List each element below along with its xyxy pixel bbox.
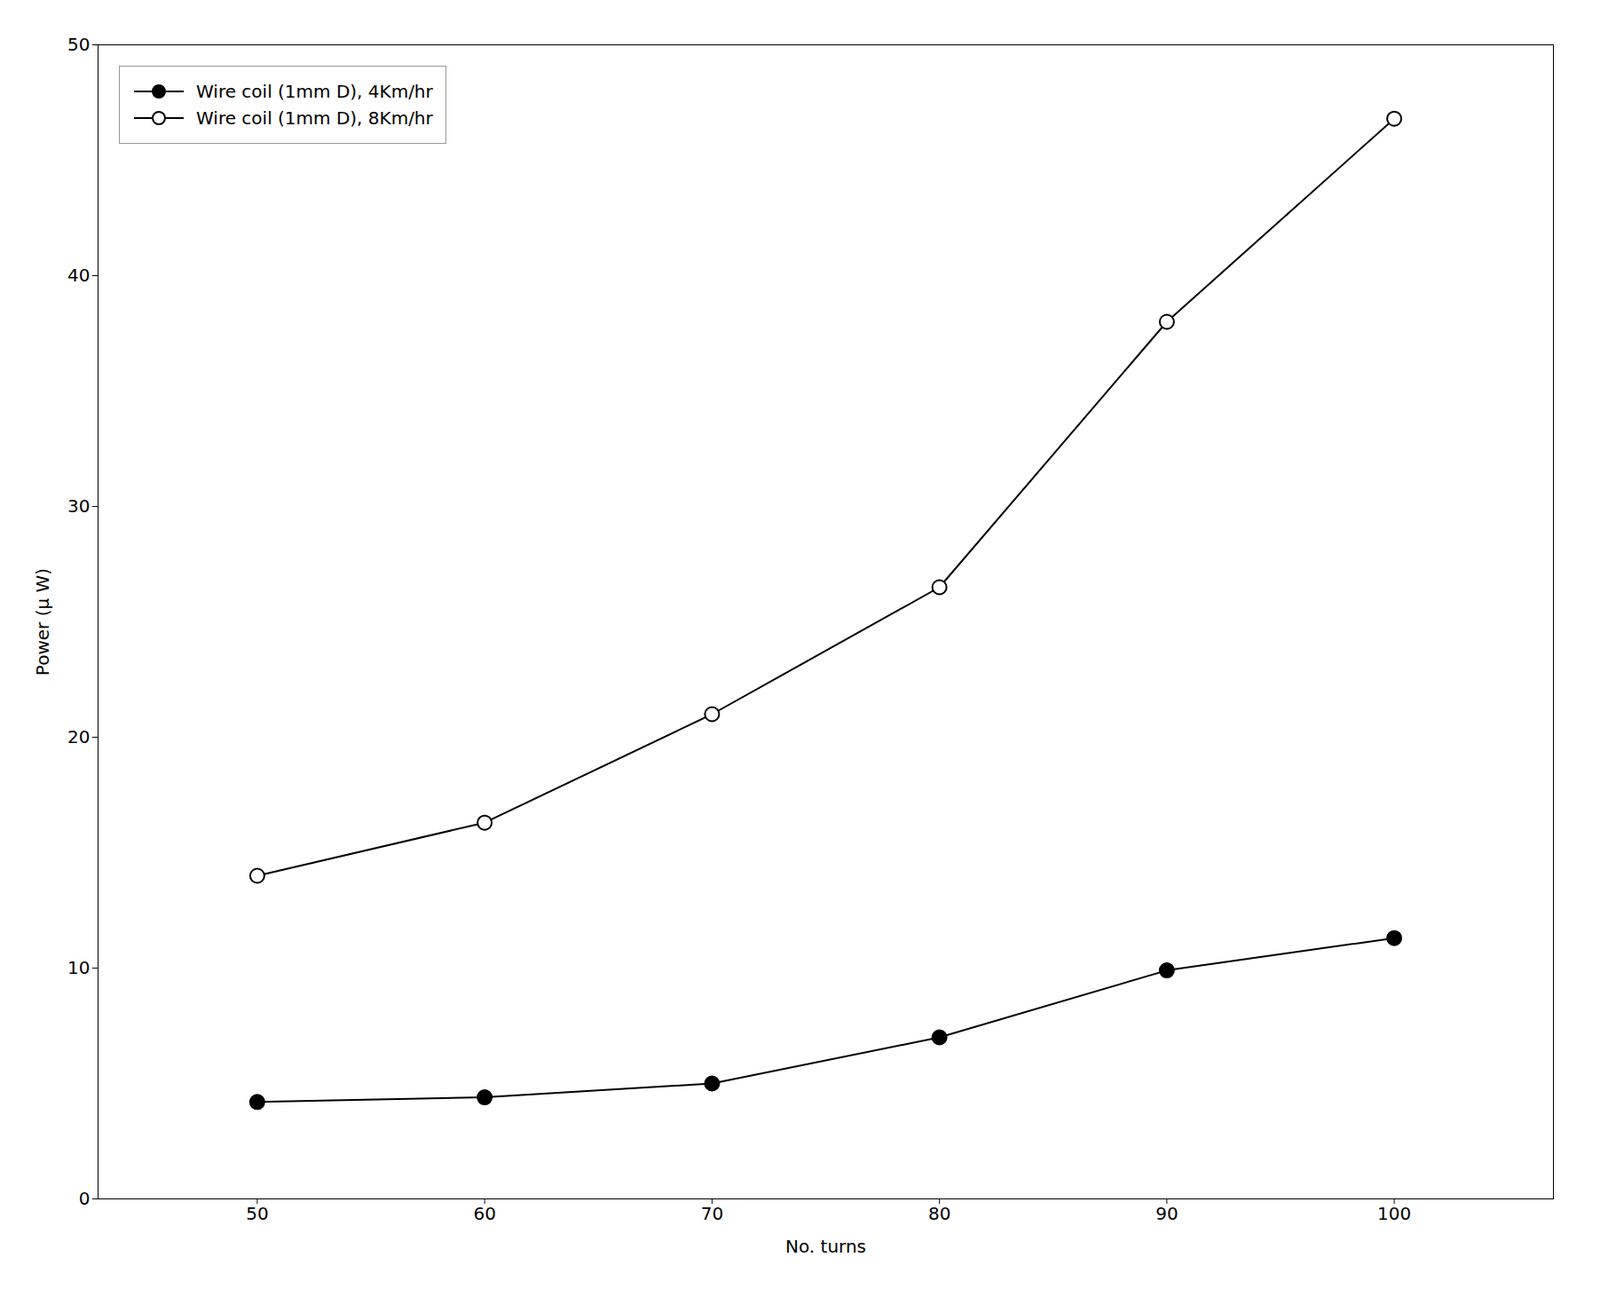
svg-text:80: 80 [928,1202,951,1224]
svg-text:0: 0 [78,1187,91,1209]
svg-text:50: 50 [245,1202,268,1224]
svg-text:70: 70 [701,1202,724,1224]
html-text:Wire coil (1mm D), 8Km/hr: Wire coil (1mm D), 8Km/hr [196,107,433,129]
svg-text:20: 20 [67,725,90,748]
svg-text:30: 30 [67,495,90,517]
svg-text:10: 10 [67,956,90,978]
svg-text:100: 100 [1377,1202,1411,1224]
svg-text:90: 90 [1155,1202,1178,1224]
svg-text:60: 60 [472,1202,496,1224]
html-text:Wire coil (1mm D), 4Km/hr: Wire coil (1mm D), 4Km/hr [196,80,433,103]
svg-text:40: 40 [67,264,90,286]
svg-text:No. turns: No. turns [785,1235,867,1257]
svg-text:50: 50 [67,33,90,56]
svg-text:Power (μ W): Power (μ W) [31,567,54,676]
